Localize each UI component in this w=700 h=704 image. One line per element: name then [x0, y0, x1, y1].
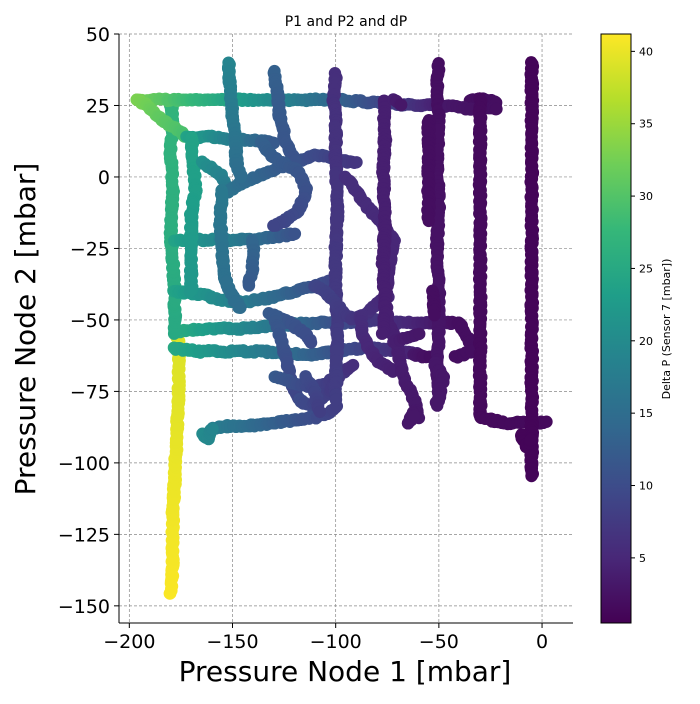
data-point	[346, 358, 360, 372]
data-point	[206, 422, 219, 436]
data-point	[234, 301, 247, 314]
data-point	[375, 327, 389, 340]
data-point	[329, 393, 343, 407]
colorbar	[600, 33, 632, 624]
colorbar-tick-label: 20	[639, 335, 653, 348]
y-tick-label: −75	[70, 381, 110, 403]
data-points	[130, 56, 553, 600]
data-point	[490, 102, 503, 116]
data-point	[432, 394, 446, 408]
x-tick-label: −150	[206, 631, 258, 653]
colorbar-tick-label: 5	[639, 552, 646, 565]
y-tick-label: −125	[58, 524, 110, 546]
colorbar-tick-label: 30	[639, 190, 653, 203]
x-tick-label: −200	[103, 631, 155, 653]
y-tick-label: −150	[58, 596, 110, 618]
y-axis-ticks: 50 25 0 −25 −50 −75 −100 −125 −150	[58, 24, 119, 618]
x-tick-label: −50	[419, 631, 459, 653]
data-point	[313, 405, 327, 418]
data-point	[428, 308, 441, 322]
y-tick-label: 25	[86, 95, 110, 117]
data-point	[267, 219, 280, 232]
data-point	[422, 214, 435, 228]
y-tick-label: −25	[70, 238, 110, 260]
y-tick-label: 50	[86, 24, 110, 46]
data-point	[407, 409, 421, 423]
x-tick-label: 0	[536, 631, 548, 653]
x-axis-ticks: −200 −150 −100 −50 0	[103, 623, 548, 653]
data-point	[540, 415, 553, 428]
data-point	[184, 208, 197, 221]
colorbar-tick-label: 15	[639, 407, 653, 420]
data-point	[524, 433, 537, 447]
x-tick-label: −100	[310, 631, 362, 653]
data-point	[413, 327, 426, 341]
colorbar-ticks: 5 10 15 20 25 30 35 40	[631, 45, 653, 565]
colorbar-tick-label: 25	[639, 262, 653, 275]
data-point	[304, 336, 318, 349]
colorbar-tick-label: 35	[639, 118, 653, 131]
data-point	[234, 170, 248, 184]
data-point	[242, 279, 256, 292]
y-tick-label: −100	[58, 453, 110, 475]
colorbar-tick-label: 40	[639, 45, 653, 58]
x-axis-label: Pressure Node 1 [mbar]	[179, 655, 512, 688]
chart-title: P1 and P2 and dP	[285, 14, 408, 30]
y-tick-label: −50	[70, 310, 110, 332]
data-point	[350, 156, 363, 169]
colorbar-label: Delta P (Sensor 7 [mbar])	[660, 259, 673, 400]
data-point	[525, 469, 538, 483]
y-tick-label: 0	[98, 167, 110, 189]
data-point	[183, 285, 197, 298]
colorbar-tick-label: 10	[639, 480, 653, 493]
data-point	[288, 227, 302, 241]
y-axis-label: Pressure Node 2 [mbar]	[9, 163, 42, 496]
data-point	[394, 98, 408, 112]
